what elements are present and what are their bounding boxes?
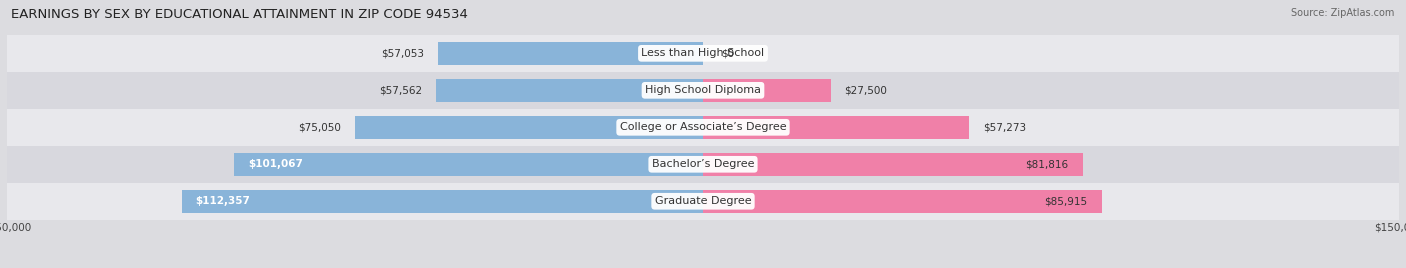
Text: $0: $0 <box>721 48 735 58</box>
Text: High School Diploma: High School Diploma <box>645 85 761 95</box>
Text: $75,050: $75,050 <box>298 122 340 132</box>
Bar <box>7 35 1399 72</box>
Bar <box>703 79 831 102</box>
Bar <box>439 42 703 65</box>
Text: $85,915: $85,915 <box>1045 196 1088 206</box>
Text: Bachelor’s Degree: Bachelor’s Degree <box>652 159 754 169</box>
Bar <box>7 109 1399 146</box>
Bar <box>233 153 703 176</box>
Text: Graduate Degree: Graduate Degree <box>655 196 751 206</box>
Text: $57,273: $57,273 <box>983 122 1026 132</box>
Text: $81,816: $81,816 <box>1025 159 1069 169</box>
Bar <box>703 116 969 139</box>
Bar <box>7 72 1399 109</box>
Text: $27,500: $27,500 <box>845 85 887 95</box>
Bar <box>7 146 1399 183</box>
Text: $57,053: $57,053 <box>381 48 425 58</box>
Text: EARNINGS BY SEX BY EDUCATIONAL ATTAINMENT IN ZIP CODE 94534: EARNINGS BY SEX BY EDUCATIONAL ATTAINMEN… <box>11 8 468 21</box>
Bar <box>703 153 1083 176</box>
Text: $57,562: $57,562 <box>378 85 422 95</box>
Text: $101,067: $101,067 <box>247 159 302 169</box>
Text: College or Associate’s Degree: College or Associate’s Degree <box>620 122 786 132</box>
Bar <box>703 190 1102 213</box>
Text: $112,357: $112,357 <box>195 196 250 206</box>
Bar <box>436 79 703 102</box>
Text: Source: ZipAtlas.com: Source: ZipAtlas.com <box>1291 8 1395 18</box>
Bar <box>7 183 1399 220</box>
Bar <box>181 190 703 213</box>
Text: Less than High School: Less than High School <box>641 48 765 58</box>
Bar <box>354 116 703 139</box>
